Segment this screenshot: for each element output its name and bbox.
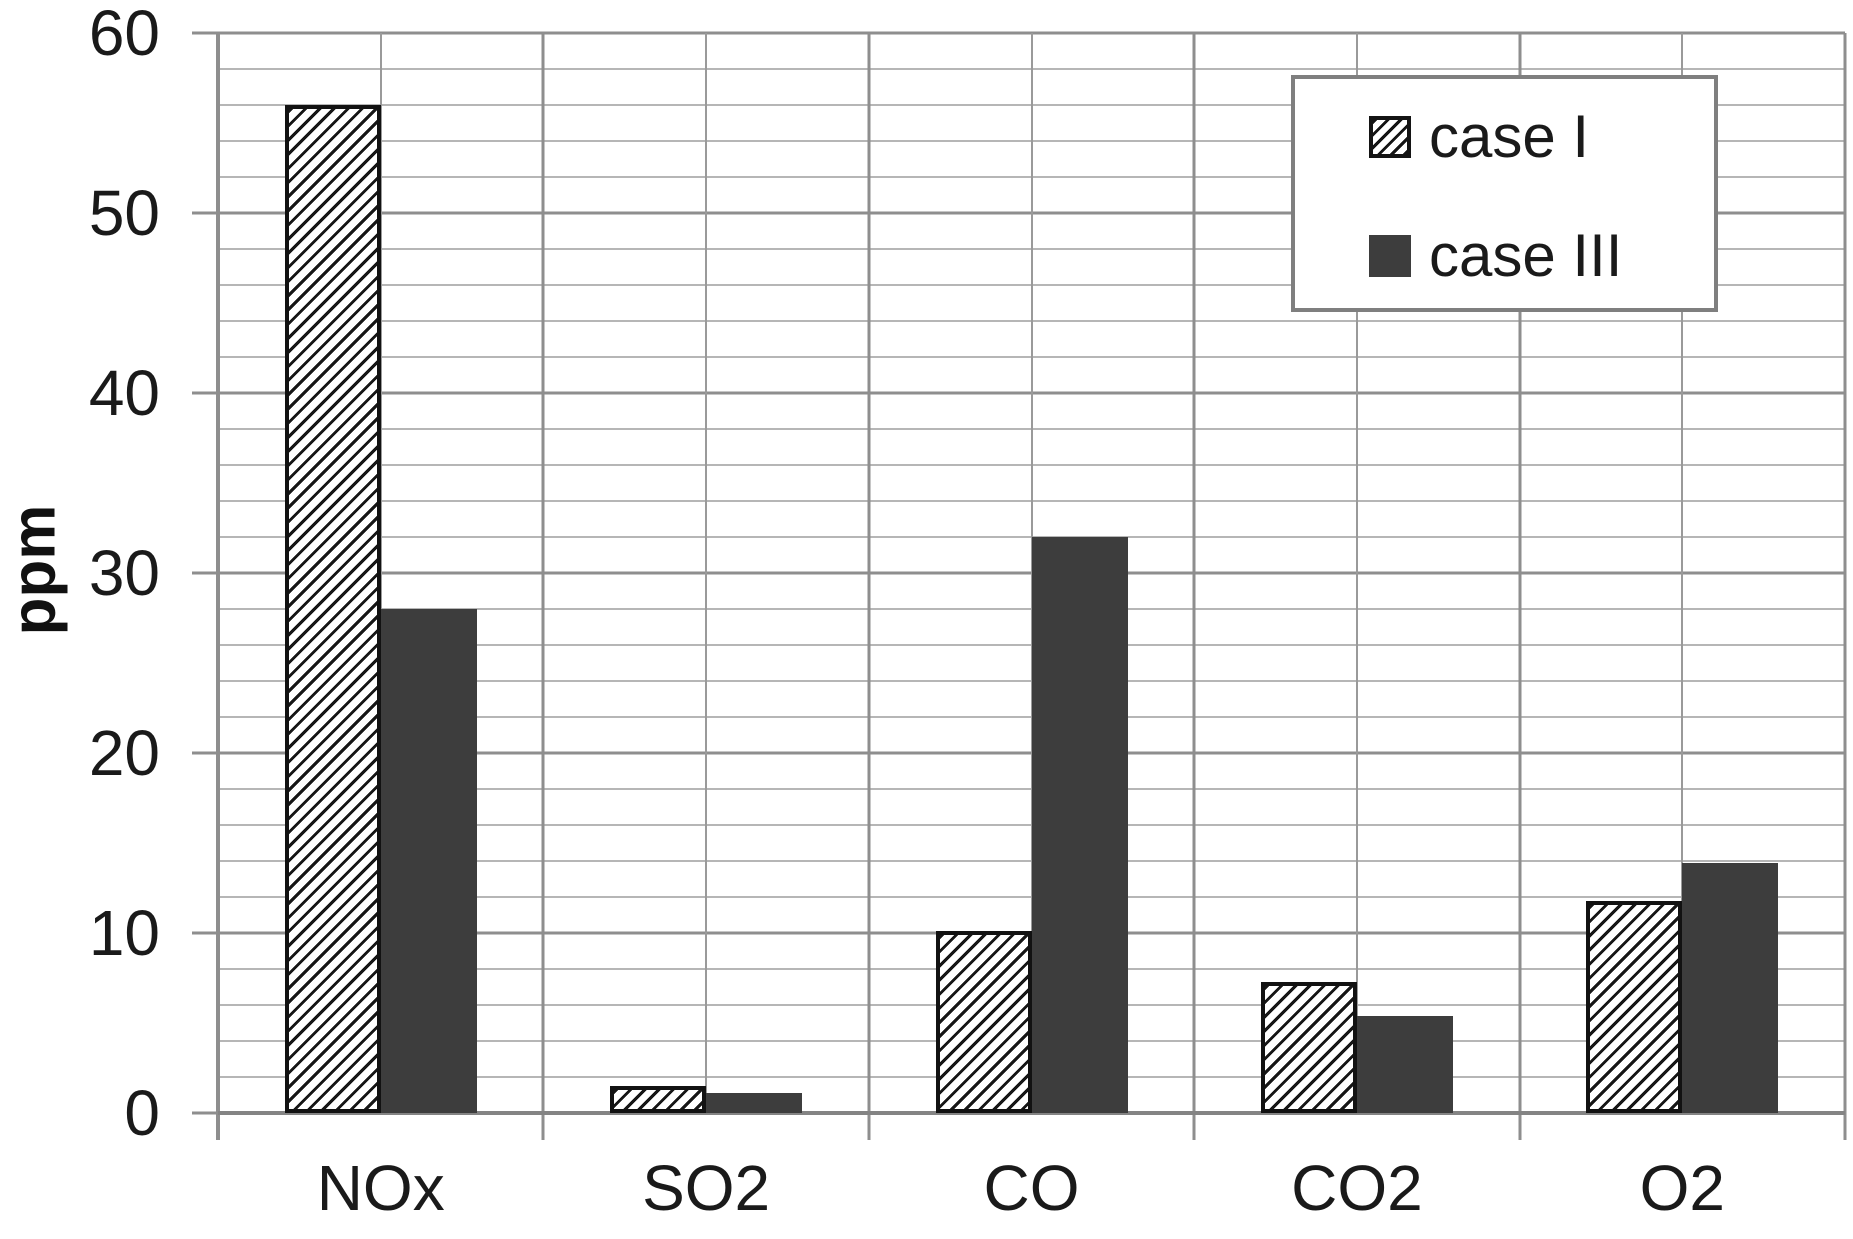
gridline-vertical — [541, 33, 545, 1113]
bar-case-I-NOx — [284, 105, 381, 1113]
x-axis-baseline — [218, 1111, 1845, 1115]
y-axis-tick — [192, 31, 218, 35]
y-axis-tick — [192, 391, 218, 395]
y-tick-label: 20 — [88, 717, 160, 789]
bar-case-I-CO2 — [1260, 981, 1357, 1113]
bar-case-III-CO2 — [1356, 1015, 1453, 1113]
y-axis-line — [216, 33, 220, 1140]
y-axis-tick — [192, 931, 218, 935]
bar-case-III-NOx — [380, 609, 477, 1113]
x-category-label: NOx — [316, 1152, 445, 1224]
gridline-vertical — [1518, 33, 1522, 1113]
legend-item-case-1: case I — [1369, 102, 1589, 172]
y-axis-tick — [192, 211, 218, 215]
x-category-label: CO — [983, 1152, 1080, 1224]
gridline-vertical — [1192, 33, 1196, 1113]
bar-case-III-CO — [1031, 537, 1128, 1113]
gridline-vertical — [1843, 33, 1847, 1113]
x-axis-tick — [1518, 1113, 1522, 1140]
legend-label-case-3: case III — [1429, 222, 1623, 289]
gridline-vertical — [1355, 33, 1358, 1113]
x-category-label: SO2 — [642, 1152, 771, 1224]
bar-case-III-SO2 — [706, 1093, 803, 1113]
legend-label-case-1: case I — [1429, 103, 1590, 170]
x-axis-tick — [867, 1113, 871, 1140]
y-tick-label: 10 — [88, 897, 160, 969]
bar-case-I-SO2 — [610, 1086, 707, 1113]
y-axis-title: ppm — [0, 504, 69, 636]
bar-case-I-O2 — [1586, 900, 1683, 1113]
x-axis-tick — [1192, 1113, 1196, 1140]
y-tick-label: 60 — [88, 0, 160, 69]
legend-swatch-hatched-icon — [1369, 116, 1411, 158]
y-tick-label: 30 — [88, 537, 160, 609]
x-axis-tick — [541, 1113, 545, 1140]
legend-swatch-solid-icon — [1369, 235, 1411, 277]
x-axis-tick — [1843, 1113, 1847, 1140]
y-tick-label: 50 — [88, 177, 160, 249]
y-tick-label: 0 — [124, 1077, 160, 1149]
y-axis-tick — [192, 1111, 218, 1115]
x-category-label: CO2 — [1291, 1152, 1423, 1224]
legend: case I case III — [1291, 75, 1718, 312]
x-category-label: O2 — [1639, 1152, 1725, 1224]
gridline-vertical — [379, 33, 382, 1113]
gridline-vertical — [867, 33, 871, 1113]
legend-item-case-3: case III — [1369, 221, 1622, 291]
y-axis-tick — [192, 571, 218, 575]
bar-case-I-CO — [935, 931, 1032, 1113]
bar-case-III-O2 — [1682, 862, 1779, 1113]
gridline-vertical — [1681, 33, 1684, 1113]
plot-area — [192, 31, 1847, 1140]
gridline-vertical — [705, 33, 708, 1113]
y-axis-tick — [192, 751, 218, 755]
y-tick-label: 40 — [88, 357, 160, 429]
